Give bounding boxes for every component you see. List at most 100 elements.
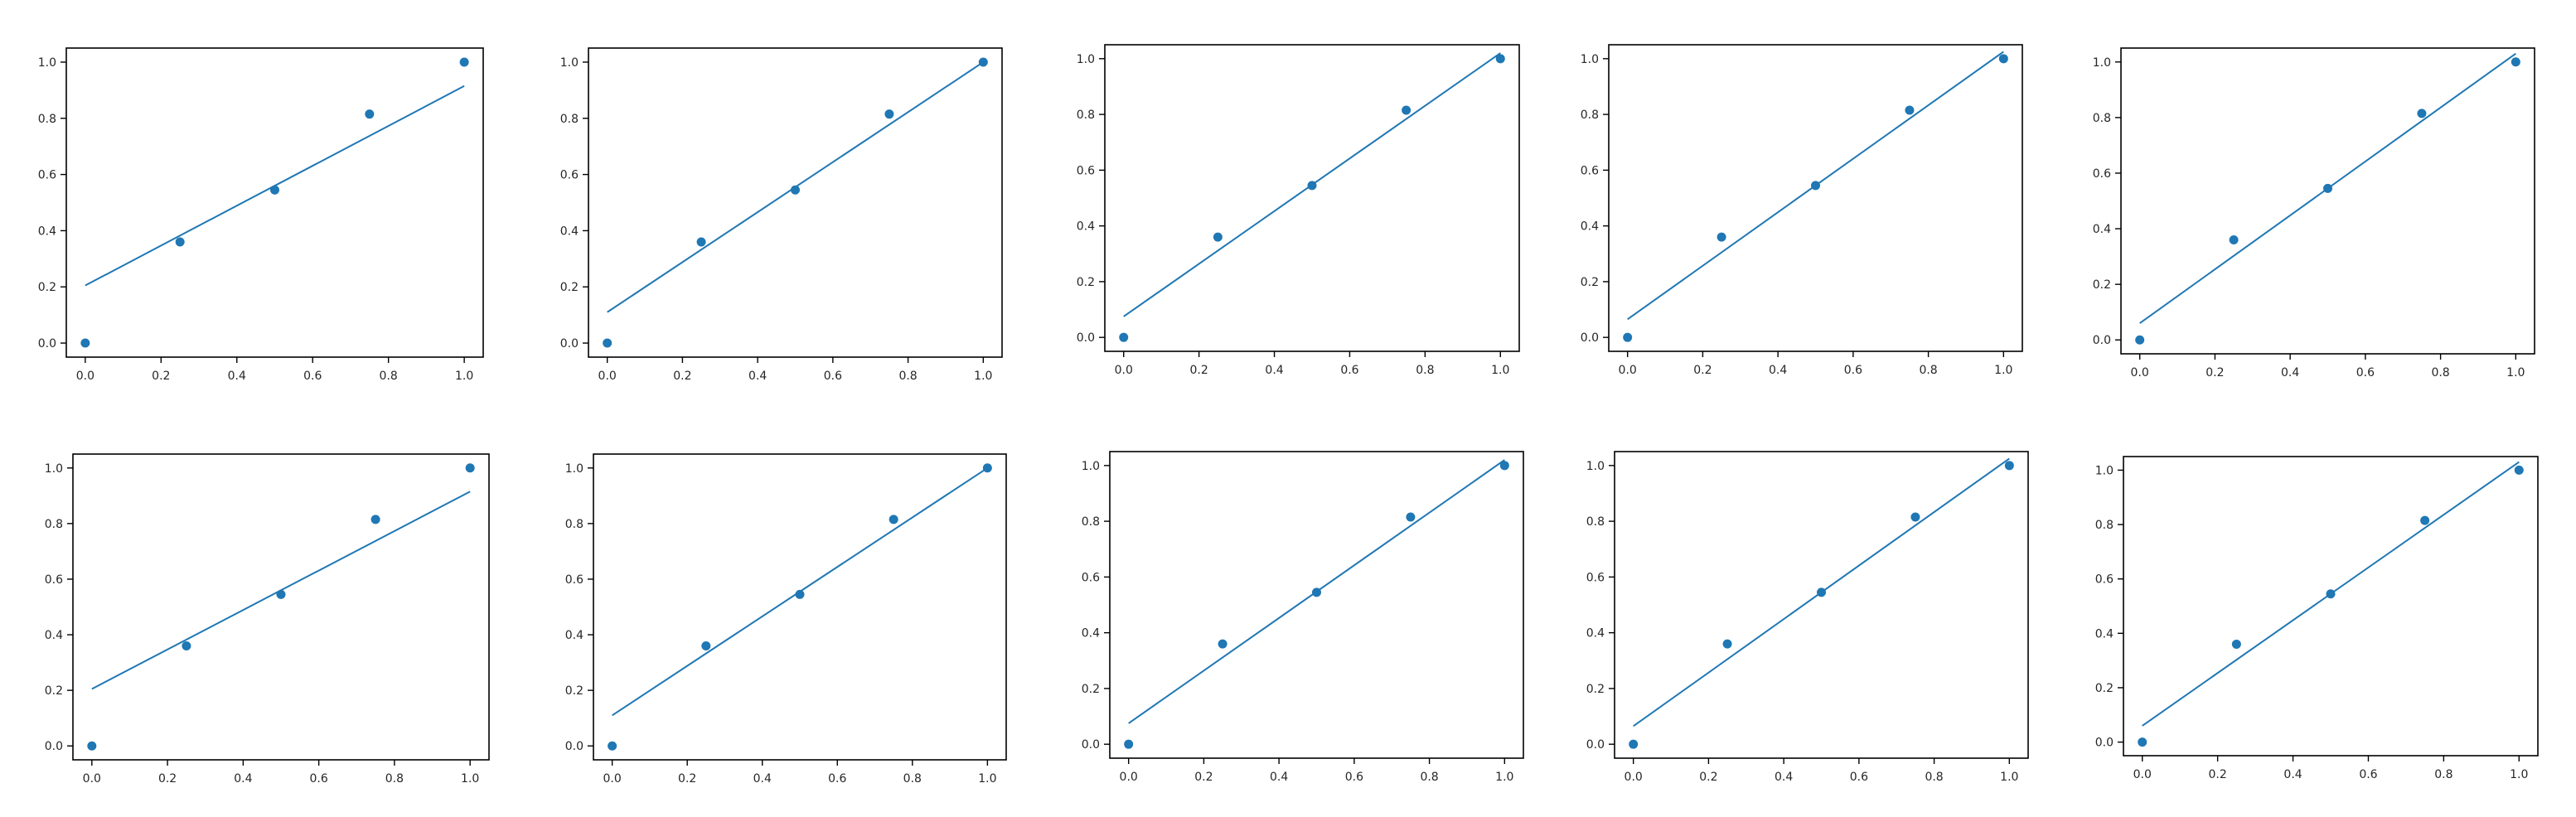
x-tick-label: 1.0 bbox=[455, 370, 473, 383]
scatter-point bbox=[1402, 105, 1411, 115]
x-tick-label: 0.4 bbox=[2283, 768, 2302, 781]
y-tick-label: 0.4 bbox=[560, 225, 579, 238]
y-tick-label: 0.0 bbox=[1077, 331, 1095, 345]
x-tick-label: 0.4 bbox=[748, 370, 767, 383]
x-tick-label: 0.8 bbox=[1420, 771, 1438, 784]
scatter-point bbox=[1629, 739, 1639, 749]
subplot-8: 0.0 0.2 0.4 0.6 0.8 1.0 0.0 0.2 0.4 0.6 0.8 1.0 bbox=[1082, 451, 1524, 784]
y-tick-label: 0.4 bbox=[1586, 627, 1605, 641]
axes-frame bbox=[593, 453, 1007, 761]
y-tick-label: 0.4 bbox=[565, 629, 583, 642]
scatter-point bbox=[1623, 332, 1633, 342]
fit-line bbox=[2139, 52, 2516, 324]
x-tick-label: 0.6 bbox=[303, 370, 322, 383]
x-tick-label: 1.0 bbox=[2000, 771, 2018, 784]
y-tick-label: 0.6 bbox=[1581, 164, 1599, 177]
y-tick-label: 0.6 bbox=[1586, 571, 1605, 584]
x-tick-label: 0.4 bbox=[228, 370, 246, 383]
y-tick-label: 1.0 bbox=[565, 462, 583, 476]
scatter-point bbox=[795, 589, 805, 599]
y-tick-label: 0.0 bbox=[38, 337, 56, 350]
y-tick-label: 0.0 bbox=[1581, 331, 1599, 345]
x-tick-label: 0.6 bbox=[1345, 771, 1363, 784]
scatter-point bbox=[701, 641, 711, 650]
axes-frame bbox=[72, 453, 490, 761]
y-tick-label: 0.6 bbox=[2093, 167, 2111, 181]
x-tick-label: 0.2 bbox=[2209, 768, 2227, 781]
x-tick-label: 0.6 bbox=[1844, 364, 1862, 377]
y-tick-label: 0.2 bbox=[38, 281, 56, 294]
subplot-4: 0.0 0.2 0.4 0.6 0.8 1.0 0.0 0.2 0.4 0.6 0.8 1.0 bbox=[1581, 44, 2023, 377]
fit-line bbox=[1627, 51, 2004, 321]
scatter-point bbox=[1119, 332, 1129, 342]
y-tick-label: 0.4 bbox=[2095, 627, 2114, 641]
y-tick-label: 0.4 bbox=[1581, 220, 1599, 234]
fit-line bbox=[607, 61, 984, 313]
y-tick-label: 0.4 bbox=[1082, 627, 1100, 641]
x-tick-label: 0.0 bbox=[2133, 768, 2152, 781]
scatter-point bbox=[603, 338, 613, 348]
axes-frame bbox=[2120, 47, 2535, 355]
x-tick-label: 0.4 bbox=[753, 772, 772, 786]
y-tick-label: 1.0 bbox=[1082, 460, 1100, 473]
fit-line bbox=[612, 467, 988, 717]
y-tick-label: 0.8 bbox=[2095, 519, 2114, 532]
scatter-point bbox=[175, 237, 185, 247]
x-tick-label: 0.2 bbox=[1699, 771, 1717, 784]
x-tick-label: 1.0 bbox=[461, 772, 479, 786]
y-tick-label: 0.0 bbox=[45, 740, 63, 753]
x-tick-label: 1.0 bbox=[2510, 768, 2528, 781]
x-tick-label: 0.2 bbox=[152, 370, 170, 383]
x-tick-label: 1.0 bbox=[1994, 364, 2012, 377]
scatter-point bbox=[1905, 105, 1915, 115]
y-tick-label: 0.2 bbox=[560, 281, 579, 294]
x-tick-label: 1.0 bbox=[2506, 366, 2525, 379]
x-tick-label: 0.8 bbox=[2434, 768, 2453, 781]
x-tick-label: 0.8 bbox=[385, 772, 404, 786]
x-tick-label: 0.2 bbox=[1693, 364, 1712, 377]
scatter-point bbox=[1406, 512, 1416, 522]
y-tick-label: 0.2 bbox=[1077, 276, 1095, 289]
y-tick-label: 0.8 bbox=[38, 113, 56, 126]
x-tick-label: 1.0 bbox=[978, 772, 996, 786]
y-tick-label: 0.8 bbox=[2093, 112, 2111, 125]
y-tick-label: 0.2 bbox=[2095, 682, 2114, 695]
scatter-point bbox=[1218, 639, 1227, 649]
x-tick-label: 1.0 bbox=[1495, 771, 1513, 784]
y-tick-label: 1.0 bbox=[1077, 53, 1095, 66]
y-tick-label: 0.8 bbox=[565, 518, 583, 531]
fit-line bbox=[1123, 52, 1501, 317]
y-tick-label: 0.8 bbox=[1077, 109, 1095, 122]
x-tick-label: 0.4 bbox=[1775, 771, 1793, 784]
x-tick-label: 0.4 bbox=[2281, 366, 2299, 379]
subplot-6: 0.0 0.2 0.4 0.6 0.8 1.0 0.0 0.2 0.4 0.6 0.8 1.0 bbox=[45, 453, 490, 786]
x-tick-label: 0.0 bbox=[603, 772, 622, 786]
y-tick-label: 0.6 bbox=[2095, 573, 2114, 587]
x-tick-label: 0.2 bbox=[678, 772, 696, 786]
y-tick-label: 0.2 bbox=[1082, 683, 1100, 696]
subplot-9: 0.0 0.2 0.4 0.6 0.8 1.0 0.0 0.2 0.4 0.6 0.8 1.0 bbox=[1586, 451, 2029, 784]
x-tick-label: 0.0 bbox=[76, 370, 94, 383]
y-tick-label: 1.0 bbox=[1581, 53, 1599, 66]
subplot-3: 0.0 0.2 0.4 0.6 0.8 1.0 0.0 0.2 0.4 0.6 0.8 1.0 bbox=[1077, 44, 1520, 377]
y-tick-label: 1.0 bbox=[2095, 464, 2114, 477]
x-tick-label: 0.6 bbox=[310, 772, 328, 786]
subplot-5: 0.0 0.2 0.4 0.6 0.8 1.0 0.0 0.2 0.4 0.6 0.8 1.0 bbox=[2093, 47, 2535, 379]
x-tick-label: 0.2 bbox=[158, 772, 177, 786]
y-tick-label: 1.0 bbox=[2093, 56, 2111, 70]
y-tick-label: 0.6 bbox=[45, 573, 63, 587]
x-tick-label: 0.0 bbox=[1115, 364, 1133, 377]
scatter-point bbox=[2004, 461, 2014, 471]
x-tick-label: 0.6 bbox=[828, 772, 846, 786]
x-tick-label: 0.6 bbox=[2359, 768, 2377, 781]
x-tick-label: 0.6 bbox=[1850, 771, 1868, 784]
x-tick-label: 0.0 bbox=[598, 370, 617, 383]
x-tick-label: 0.6 bbox=[2356, 366, 2375, 379]
y-tick-label: 0.8 bbox=[1581, 109, 1599, 122]
axes-frame bbox=[65, 47, 484, 358]
x-tick-label: 0.8 bbox=[380, 370, 398, 383]
y-tick-label: 1.0 bbox=[560, 56, 579, 70]
scatter-point bbox=[1495, 54, 1505, 64]
scatter-point bbox=[182, 641, 191, 650]
